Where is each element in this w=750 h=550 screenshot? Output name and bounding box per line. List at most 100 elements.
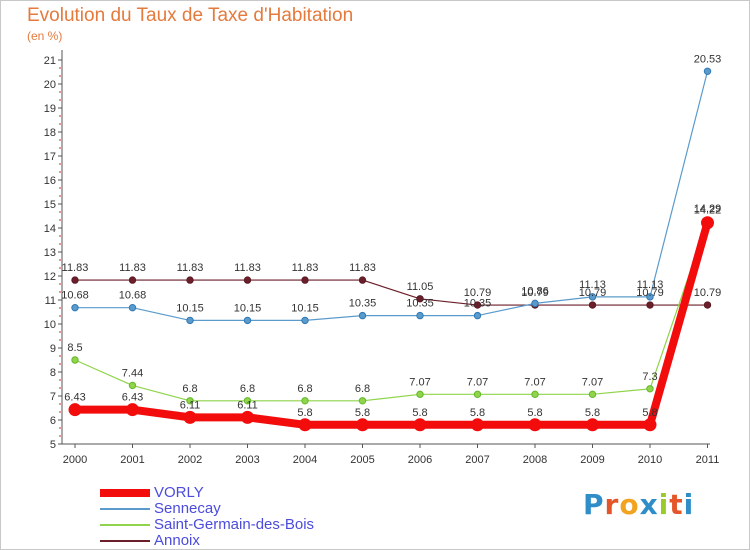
y-tick-label: 11 <box>45 295 56 307</box>
data-label-annoix: 11.83 <box>119 262 146 274</box>
point-sennecay <box>473 311 482 320</box>
legend-swatch-vorly <box>100 489 150 497</box>
point-vorly <box>528 418 542 432</box>
point-annoix <box>301 276 309 284</box>
point-saint-germain-des-bois <box>301 397 309 405</box>
data-label-saint-germain-des-bois: 6.8 <box>240 383 255 395</box>
point-vorly <box>126 403 139 417</box>
point-sennecay <box>703 67 712 75</box>
logo-letter: i <box>683 488 695 521</box>
point-annoix <box>646 301 654 309</box>
data-label-saint-germain-des-bois: 6.8 <box>297 383 312 395</box>
point-saint-germain-des-bois <box>646 385 654 393</box>
point-vorly <box>701 216 714 230</box>
data-label-sennecay: 10.68 <box>119 290 147 302</box>
data-label-sennecay: 10.86 <box>521 285 549 297</box>
y-tick-label: 9 <box>50 343 56 355</box>
legend-swatch-saint-germain-des-bois <box>100 524 150 526</box>
point-sennecay <box>416 311 424 320</box>
data-label-annoix: 10.79 <box>636 287 664 299</box>
point-sennecay <box>531 299 539 308</box>
point-vorly <box>356 418 369 432</box>
data-label-sennecay: 10.15 <box>234 302 262 314</box>
data-label-annoix: 11.83 <box>349 262 376 274</box>
data-label-saint-germain-des-bois: 6.8 <box>182 383 197 395</box>
point-saint-germain-des-bois <box>128 381 137 390</box>
data-label-annoix: 11.05 <box>407 281 434 293</box>
x-tick-label: 2009 <box>580 454 604 466</box>
y-tick-label: 15 <box>44 199 56 211</box>
proxiti-logo: Proxiti <box>583 488 694 521</box>
data-label-vorly: 5.8 <box>585 407 600 419</box>
data-label-annoix: 10.79 <box>579 287 607 299</box>
data-label-saint-germain-des-bois: 7.07 <box>409 376 430 388</box>
legend-item-sennecay: Sennecay <box>100 500 400 517</box>
x-tick-label: 2004 <box>293 454 317 466</box>
legend-label-vorly: VORLY <box>154 484 204 501</box>
point-vorly <box>586 418 599 432</box>
point-sennecay <box>243 316 252 325</box>
y-tick-label: 10 <box>44 319 56 331</box>
logo-letter: x <box>639 488 659 521</box>
x-tick-label: 2005 <box>350 454 374 466</box>
data-label-sennecay: 10.68 <box>61 290 89 302</box>
legend-swatch-annoix <box>100 540 150 542</box>
point-annoix <box>703 301 712 309</box>
logo-letter: t <box>669 488 684 521</box>
point-sennecay <box>646 293 654 301</box>
data-label-sennecay: 10.35 <box>349 298 377 310</box>
data-label-sennecay: 11.13 <box>579 279 606 291</box>
point-saint-germain-des-bois <box>473 390 482 399</box>
data-labels-layer: 11.83 11.83 11.83 11.83 11.83 11.83 11.05 10.79… <box>61 53 721 419</box>
legend-label-annoix: Annoix <box>154 532 200 549</box>
x-tick-label: 2001 <box>120 454 144 466</box>
y-tick-label: 21 <box>44 55 56 67</box>
point-vorly <box>68 403 82 417</box>
point-sennecay <box>186 316 194 325</box>
point-sennecay <box>128 303 137 312</box>
data-label-vorly: 5.8 <box>355 407 370 419</box>
data-label-sennecay: 10.35 <box>464 298 492 310</box>
legend: VORLY Sennecay Saint-Germain-des-Bois Annoi… <box>100 484 400 549</box>
logo-letter: r <box>604 488 620 521</box>
data-label-sennecay: 11.13 <box>637 279 664 291</box>
data-label-vorly: 5.8 <box>297 407 312 419</box>
point-saint-germain-des-bois <box>71 356 79 364</box>
data-label-sennecay: 10.35 <box>406 298 434 310</box>
axes: 5 6 7 8 9 10 11 12 13 14 15 16 17 18 19 20 21 2000 2001 200… <box>44 50 720 466</box>
x-tick-label: 2011 <box>696 454 720 466</box>
legend-label-sennecay: Sennecay <box>154 500 221 517</box>
y-axis-unit-label: (en %) <box>27 29 63 43</box>
point-saint-germain-des-bois <box>243 397 252 405</box>
point-saint-germain-des-bois <box>416 390 424 399</box>
y-tick-label: 7 <box>50 391 56 403</box>
data-label-vorly: 6.43 <box>122 392 143 404</box>
data-label-annoix: 11.83 <box>292 262 319 274</box>
legend-swatch-sennecay <box>100 508 150 510</box>
point-saint-germain-des-bois <box>186 397 194 405</box>
point-sennecay <box>301 316 309 325</box>
data-label-vorly: 6.11 <box>180 399 201 411</box>
point-sennecay <box>358 311 367 320</box>
chart-title: Evolution du Taux de Taxe d'Habitation <box>27 5 354 26</box>
legend-label-saint-germain-des-bois: Saint-Germain-des-Bois <box>154 516 315 533</box>
data-label-saint-germain-des-bois: 7.07 <box>467 376 488 388</box>
point-vorly <box>298 418 312 432</box>
data-label-sennecay: 10.15 <box>291 302 319 314</box>
x-tick-label: 2002 <box>178 454 202 466</box>
point-annoix <box>416 295 424 303</box>
y-tick-label: 13 <box>44 247 56 259</box>
logo-letter: i <box>658 488 670 521</box>
point-sennecay <box>71 303 79 312</box>
data-label-annoix: 10.79 <box>694 287 722 299</box>
series-line-annoix <box>74 279 709 306</box>
point-vorly <box>643 418 657 432</box>
data-label-vorly: 5.8 <box>642 407 657 419</box>
point-saint-germain-des-bois <box>358 397 367 405</box>
point-saint-germain-des-bois <box>588 390 597 399</box>
data-label-annoix: 11.83 <box>62 262 89 274</box>
data-label-vorly: 14.22 <box>694 205 722 217</box>
x-tick-label: 2010 <box>638 454 662 466</box>
